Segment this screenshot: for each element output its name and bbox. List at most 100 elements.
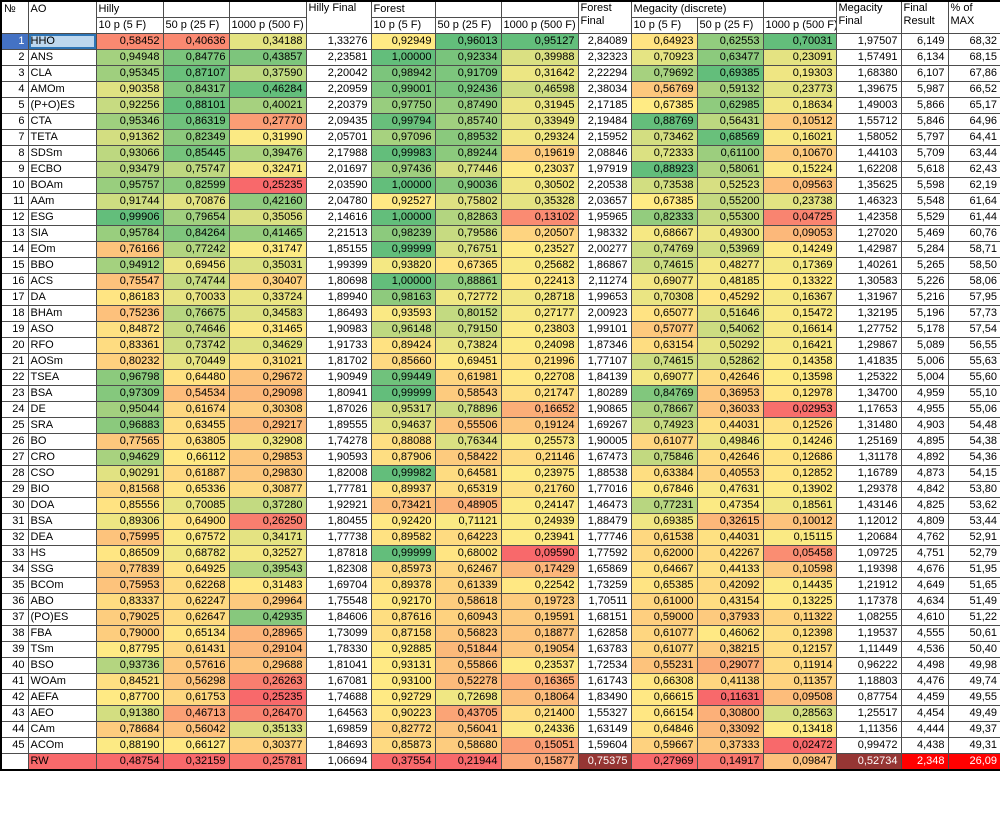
value-cell[interactable]: 0,45292 <box>696 289 764 306</box>
value-cell[interactable]: 0,61887 <box>162 465 230 482</box>
value-cell[interactable]: 0,23803 <box>500 321 579 338</box>
value-cell[interactable]: 0,60943 <box>434 609 502 626</box>
value-cell[interactable]: 0,32908 <box>228 433 307 450</box>
value-cell[interactable]: 0,55300 <box>696 209 764 226</box>
algorithm-name-cell[interactable]: CRO <box>27 449 97 466</box>
value-cell[interactable]: 4,454 <box>900 705 949 722</box>
value-cell[interactable]: 4,955 <box>900 401 949 418</box>
value-cell[interactable]: 0,29098 <box>228 385 307 402</box>
algorithm-name-cell[interactable]: ANS <box>27 49 97 66</box>
row-number-cell[interactable]: 41 <box>0 673 29 690</box>
value-cell[interactable]: 1,78330 <box>305 641 372 658</box>
value-cell[interactable]: 1,69704 <box>305 577 372 594</box>
value-cell[interactable]: 0,94912 <box>95 257 164 274</box>
value-cell[interactable]: 0,37280 <box>228 497 307 514</box>
value-cell[interactable]: 0,24098 <box>500 337 579 354</box>
value-cell[interactable]: 0,49300 <box>696 225 764 242</box>
value-cell[interactable]: 0,64923 <box>630 33 698 50</box>
value-cell[interactable]: 0,73742 <box>162 337 230 354</box>
value-cell[interactable]: 0,72333 <box>630 145 698 162</box>
value-cell[interactable]: 0,55200 <box>696 193 764 210</box>
value-cell[interactable]: 0,39476 <box>228 145 307 162</box>
value-cell[interactable]: 64,41 <box>947 129 1000 146</box>
value-cell[interactable]: 0,98942 <box>370 65 436 82</box>
value-cell[interactable]: 1,99653 <box>577 289 632 306</box>
value-cell[interactable]: 1,97507 <box>835 33 902 50</box>
value-cell[interactable]: 0,74615 <box>630 353 698 370</box>
value-cell[interactable]: 0,64846 <box>630 721 698 738</box>
value-cell[interactable]: 0,67385 <box>630 97 698 114</box>
value-cell[interactable]: 0,29324 <box>500 129 579 146</box>
value-cell[interactable]: 1,63149 <box>577 721 632 738</box>
row-number-cell[interactable]: 1 <box>0 33 29 50</box>
value-cell[interactable]: 0,24336 <box>500 721 579 738</box>
row-number-cell[interactable]: 35 <box>0 577 29 594</box>
value-cell[interactable]: 0,82599 <box>162 177 230 194</box>
value-cell[interactable]: 0,90358 <box>95 81 164 98</box>
algorithm-name-cell[interactable]: DA <box>27 289 97 306</box>
value-cell[interactable]: 0,52523 <box>696 177 764 194</box>
value-cell[interactable]: 0,70449 <box>162 353 230 370</box>
value-cell[interactable]: 0,56431 <box>696 113 764 130</box>
value-cell[interactable]: 0,66615 <box>630 689 698 706</box>
value-cell[interactable]: 1,86493 <box>305 305 372 322</box>
value-cell[interactable]: 0,55506 <box>434 417 502 434</box>
value-cell[interactable]: 1,67081 <box>305 673 372 690</box>
value-cell[interactable]: 0,29853 <box>228 449 307 466</box>
value-cell[interactable]: 0,93820 <box>370 257 436 274</box>
algorithm-name-cell[interactable]: BO <box>27 433 97 450</box>
value-cell[interactable]: 0,95346 <box>95 113 164 130</box>
value-cell[interactable]: 0,64480 <box>162 369 230 386</box>
value-cell[interactable]: 0,66308 <box>630 673 698 690</box>
row-number-cell[interactable]: 43 <box>0 705 29 722</box>
value-cell[interactable]: 49,37 <box>947 721 1000 738</box>
value-cell[interactable]: 0,64900 <box>162 513 230 530</box>
value-cell[interactable]: 0,67365 <box>434 257 502 274</box>
value-cell[interactable]: 0,79025 <box>95 609 164 626</box>
value-cell[interactable]: 4,809 <box>900 513 949 530</box>
value-cell[interactable]: 0,99999 <box>370 241 436 258</box>
algorithm-name-cell[interactable]: SDSm <box>27 145 97 162</box>
value-cell[interactable]: 0,85873 <box>370 737 436 754</box>
value-cell[interactable]: 0,34171 <box>228 529 307 546</box>
algorithm-name-cell[interactable]: CTA <box>27 113 97 130</box>
algorithm-name-cell[interactable]: BIO <box>27 481 97 498</box>
value-cell[interactable]: 0,73421 <box>370 497 436 514</box>
value-cell[interactable]: 1,62208 <box>835 161 902 178</box>
value-cell[interactable]: 2,21513 <box>305 225 372 242</box>
value-cell[interactable]: 0,11322 <box>762 609 837 626</box>
value-cell[interactable]: 0,14435 <box>762 577 837 594</box>
value-cell[interactable]: 4,842 <box>900 481 949 498</box>
value-cell[interactable]: 5,469 <box>900 225 949 242</box>
value-cell[interactable]: 1,57491 <box>835 49 902 66</box>
value-cell[interactable]: 0,98239 <box>370 225 436 242</box>
value-cell[interactable]: 1,11356 <box>835 721 902 738</box>
value-cell[interactable]: 66,52 <box>947 81 1000 98</box>
value-cell[interactable]: 1,42358 <box>835 209 902 226</box>
row-number-cell[interactable]: 19 <box>0 321 29 338</box>
value-cell[interactable]: 0,89378 <box>370 577 436 594</box>
value-cell[interactable]: 0,12852 <box>762 465 837 482</box>
algorithm-name-cell[interactable]: RFO <box>27 337 97 354</box>
algorithm-name-cell[interactable]: RW <box>27 753 97 771</box>
value-cell[interactable]: 0,27177 <box>500 305 579 322</box>
value-cell[interactable]: 0,15115 <box>762 529 837 546</box>
value-cell[interactable]: 1,12012 <box>835 513 902 530</box>
value-cell[interactable]: 0,61431 <box>162 641 230 658</box>
value-cell[interactable]: 0,29104 <box>228 641 307 658</box>
row-number-cell[interactable]: 28 <box>0 465 29 482</box>
value-cell[interactable]: 0,73824 <box>434 337 502 354</box>
value-cell[interactable]: 2,05701 <box>305 129 372 146</box>
value-cell[interactable]: 58,71 <box>947 241 1000 258</box>
value-cell[interactable]: 0,21747 <box>500 385 579 402</box>
algorithm-name-cell[interactable]: AEO <box>27 705 97 722</box>
value-cell[interactable]: 0,42646 <box>696 449 764 466</box>
value-cell[interactable]: 1,84693 <box>305 737 372 754</box>
value-cell[interactable]: 0,84872 <box>95 321 164 338</box>
value-cell[interactable]: 0,70876 <box>162 193 230 210</box>
value-cell[interactable]: 0,83337 <box>95 593 164 610</box>
value-cell[interactable]: 2,17185 <box>577 97 632 114</box>
value-cell[interactable]: 56,55 <box>947 337 1000 354</box>
value-cell[interactable]: 0,87107 <box>162 65 230 82</box>
value-cell[interactable]: 1,31178 <box>835 449 902 466</box>
